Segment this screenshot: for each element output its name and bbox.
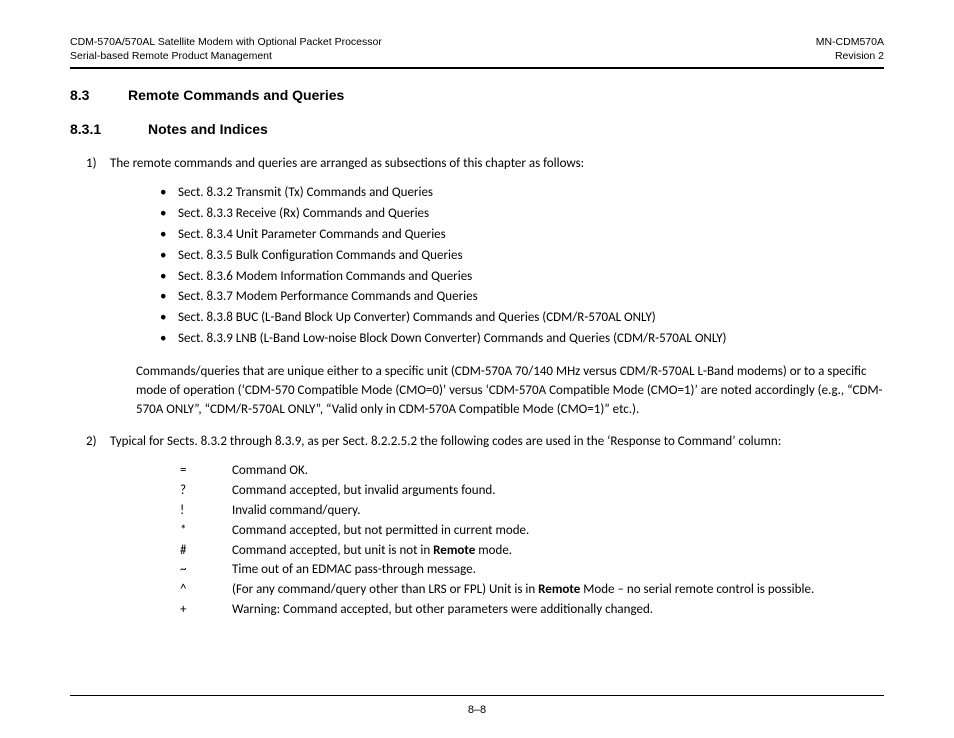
code-symbol: =	[180, 462, 232, 481]
section-title: Remote Commands and Queries	[128, 87, 344, 103]
code-symbol: ~	[180, 561, 232, 580]
subsection-heading: 8.3.1Notes and Indices	[70, 121, 884, 137]
code-row: !Invalid command/query.	[180, 502, 884, 521]
list-marker: 2)	[86, 433, 110, 452]
list-marker: 1)	[86, 155, 110, 174]
bullet-item: Sect. 8.3.7 Modem Performance Commands a…	[160, 288, 884, 307]
header-right-line2: Revision 2	[816, 50, 884, 64]
bullet-item: Sect. 8.3.9 LNB (L-Band Low-noise Block …	[160, 330, 884, 349]
bullet-item: Sect. 8.3.3 Receive (Rx) Commands and Qu…	[160, 205, 884, 224]
page-number: 8–8	[0, 704, 954, 716]
code-description: Command OK.	[232, 462, 884, 481]
header-left: CDM-570A/570AL Satellite Modem with Opti…	[70, 36, 382, 63]
code-row: ~Time out of an EDMAC pass-through messa…	[180, 561, 884, 580]
code-symbol: ?	[180, 482, 232, 501]
code-description: Warning: Command accepted, but other par…	[232, 601, 884, 620]
bullet-item: Sect. 8.3.5 Bulk Configuration Commands …	[160, 247, 884, 266]
header-left-line1: CDM-570A/570AL Satellite Modem with Opti…	[70, 36, 382, 50]
section-heading: 8.3Remote Commands and Queries	[70, 87, 884, 103]
code-symbol: *	[180, 522, 232, 541]
code-description: Invalid command/query.	[232, 502, 884, 521]
code-row: +Warning: Command accepted, but other pa…	[180, 601, 884, 620]
code-symbol: #	[180, 542, 232, 561]
bullet-item: Sect. 8.3.8 BUC (L-Band Block Up Convert…	[160, 309, 884, 328]
code-description: Command accepted, but unit is not in Rem…	[232, 542, 884, 561]
code-row: =Command OK.	[180, 462, 884, 481]
page: CDM-570A/570AL Satellite Modem with Opti…	[0, 0, 954, 738]
code-row: *Command accepted, but not permitted in …	[180, 522, 884, 541]
code-row: ?Command accepted, but invalid arguments…	[180, 482, 884, 501]
list-item-1: 1)The remote commands and queries are ar…	[110, 155, 884, 174]
response-codes: =Command OK.?Command accepted, but inval…	[180, 462, 884, 620]
code-description: Command accepted, but not permitted in c…	[232, 522, 884, 541]
bullet-item: Sect. 8.3.4 Unit Parameter Commands and …	[160, 226, 884, 245]
subsection-bullets: Sect. 8.3.2 Transmit (Tx) Commands and Q…	[160, 184, 884, 349]
subsection-number: 8.3.1	[70, 121, 148, 137]
code-description: Time out of an EDMAC pass-through messag…	[232, 561, 884, 580]
item2-lead: Typical for Sects. 8.3.2 through 8.3.9, …	[110, 434, 781, 449]
code-description: (For any command/query other than LRS or…	[232, 581, 884, 600]
item1-note: Commands/queries that are unique either …	[136, 363, 884, 420]
item1-lead: The remote commands and queries are arra…	[110, 156, 584, 171]
header-left-line2: Serial-based Remote Product Management	[70, 50, 382, 64]
list-item-2: 2)Typical for Sects. 8.3.2 through 8.3.9…	[110, 433, 884, 452]
code-row: #Command accepted, but unit is not in Re…	[180, 542, 884, 561]
page-header: CDM-570A/570AL Satellite Modem with Opti…	[70, 36, 884, 63]
section-number: 8.3	[70, 87, 128, 103]
bullet-item: Sect. 8.3.2 Transmit (Tx) Commands and Q…	[160, 184, 884, 203]
bullet-item: Sect. 8.3.6 Modem Information Commands a…	[160, 268, 884, 287]
code-symbol: ^	[180, 581, 232, 600]
code-row: ^(For any command/query other than LRS o…	[180, 581, 884, 600]
header-right: MN-CDM570A Revision 2	[816, 36, 884, 63]
code-description: Command accepted, but invalid arguments …	[232, 482, 884, 501]
body: 1)The remote commands and queries are ar…	[70, 155, 884, 620]
header-rule	[70, 67, 884, 69]
code-symbol: +	[180, 601, 232, 620]
footer-rule	[70, 695, 884, 696]
header-right-line1: MN-CDM570A	[816, 36, 884, 50]
subsection-title: Notes and Indices	[148, 121, 268, 137]
code-symbol: !	[180, 502, 232, 521]
